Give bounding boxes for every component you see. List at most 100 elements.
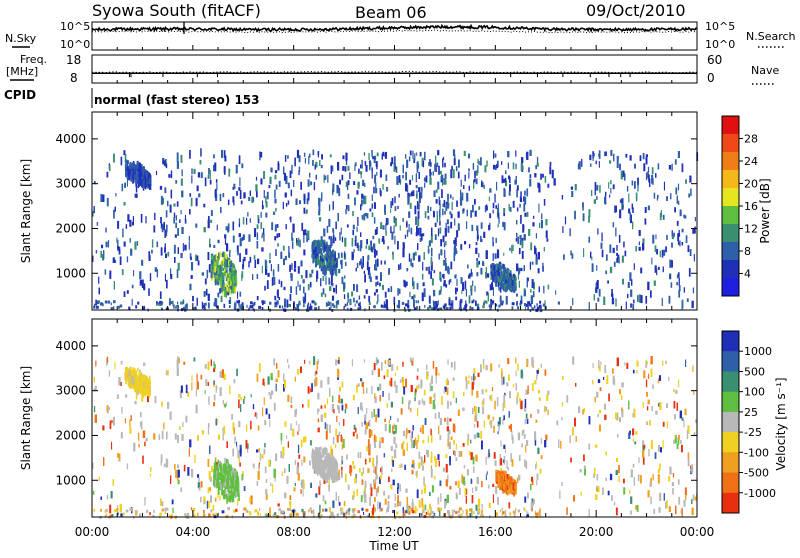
range-cell	[623, 479, 625, 483]
range-cell	[284, 380, 286, 388]
range-cell	[602, 250, 604, 258]
range-cell	[478, 499, 480, 508]
range-cell	[592, 263, 594, 272]
range-cell	[226, 259, 228, 267]
range-cell	[253, 404, 254, 409]
range-cell	[338, 360, 340, 364]
range-cell	[132, 174, 134, 178]
range-cell	[521, 370, 523, 378]
range-cell	[422, 465, 424, 470]
range-cell	[499, 278, 501, 283]
freq-nave-series	[92, 71, 697, 83]
range-cell	[221, 296, 223, 302]
range-cell	[323, 276, 325, 281]
range-cell	[213, 275, 215, 279]
range-cell	[345, 209, 347, 214]
range-cell	[428, 162, 430, 166]
range-cell	[480, 268, 482, 275]
range-cell	[496, 164, 498, 168]
range-cell	[572, 298, 573, 305]
range-cell	[134, 163, 136, 170]
range-cell	[282, 471, 283, 476]
range-cell	[211, 210, 213, 216]
range-cell	[155, 267, 157, 271]
range-cell	[508, 467, 509, 470]
range-cell	[191, 168, 192, 174]
range-cell	[503, 415, 505, 420]
range-cell	[224, 290, 226, 297]
range-cell	[508, 163, 509, 169]
range-cell	[490, 363, 492, 371]
range-cell	[201, 481, 203, 487]
range-cell	[421, 187, 423, 192]
range-cell	[652, 178, 653, 185]
range-cell	[651, 440, 653, 449]
range-cell	[425, 211, 427, 218]
range-cell	[493, 265, 495, 271]
range-cell	[388, 477, 390, 482]
range-cell	[377, 259, 379, 267]
range-cell	[226, 441, 228, 448]
range-cell	[442, 159, 443, 168]
range-cell	[221, 287, 223, 292]
range-cell	[590, 252, 591, 259]
range-cell	[395, 444, 397, 449]
range-cell	[501, 368, 502, 372]
range-cell	[453, 378, 455, 381]
range-cell	[127, 214, 129, 221]
range-cell	[545, 219, 547, 225]
range-cell	[478, 373, 480, 377]
range-cell	[512, 302, 515, 305]
range-cell	[613, 376, 615, 385]
range-cell	[466, 221, 467, 229]
range-cell	[183, 300, 185, 305]
range-cell	[364, 414, 366, 420]
range-cell	[535, 165, 537, 169]
range-cell	[321, 154, 323, 159]
range-cell	[427, 372, 429, 376]
range-cell	[354, 425, 356, 430]
range-cell	[677, 233, 679, 241]
range-cell	[184, 245, 186, 251]
range-cell	[296, 286, 297, 295]
range-cell	[150, 473, 151, 476]
range-cell	[459, 451, 461, 457]
range-cell	[414, 206, 416, 215]
range-cell	[493, 253, 494, 261]
range-cell	[151, 250, 153, 254]
y-tick-label: 2000	[55, 221, 86, 235]
range-cell	[650, 482, 652, 487]
range-cell	[532, 509, 533, 512]
range-cell	[264, 420, 266, 425]
range-cell	[265, 260, 267, 267]
range-cell	[394, 156, 396, 165]
range-cell	[643, 370, 645, 378]
nsearch-label: N.Search	[746, 30, 796, 43]
range-cell	[482, 389, 484, 394]
range-cell	[419, 199, 421, 203]
range-cell	[527, 212, 529, 217]
range-cell	[547, 184, 549, 188]
range-cell	[495, 205, 497, 209]
range-cell	[334, 253, 336, 261]
range-cell	[185, 416, 187, 423]
range-cell	[440, 481, 442, 487]
range-cell	[502, 419, 503, 425]
range-cell	[418, 462, 420, 468]
range-cell	[371, 150, 373, 157]
range-cell	[361, 194, 363, 199]
range-cell	[243, 217, 245, 224]
range-cell	[160, 498, 162, 506]
range-cell	[229, 268, 231, 272]
range-cell	[360, 232, 361, 237]
range-cell	[321, 266, 323, 269]
range-cell	[305, 229, 307, 235]
range-cell	[412, 470, 414, 474]
range-cell	[297, 431, 298, 434]
range-cell	[405, 154, 406, 159]
range-cell	[275, 224, 277, 231]
range-cell	[164, 464, 166, 468]
range-cell	[478, 407, 480, 413]
range-cell	[495, 154, 497, 158]
range-cell	[250, 218, 251, 222]
